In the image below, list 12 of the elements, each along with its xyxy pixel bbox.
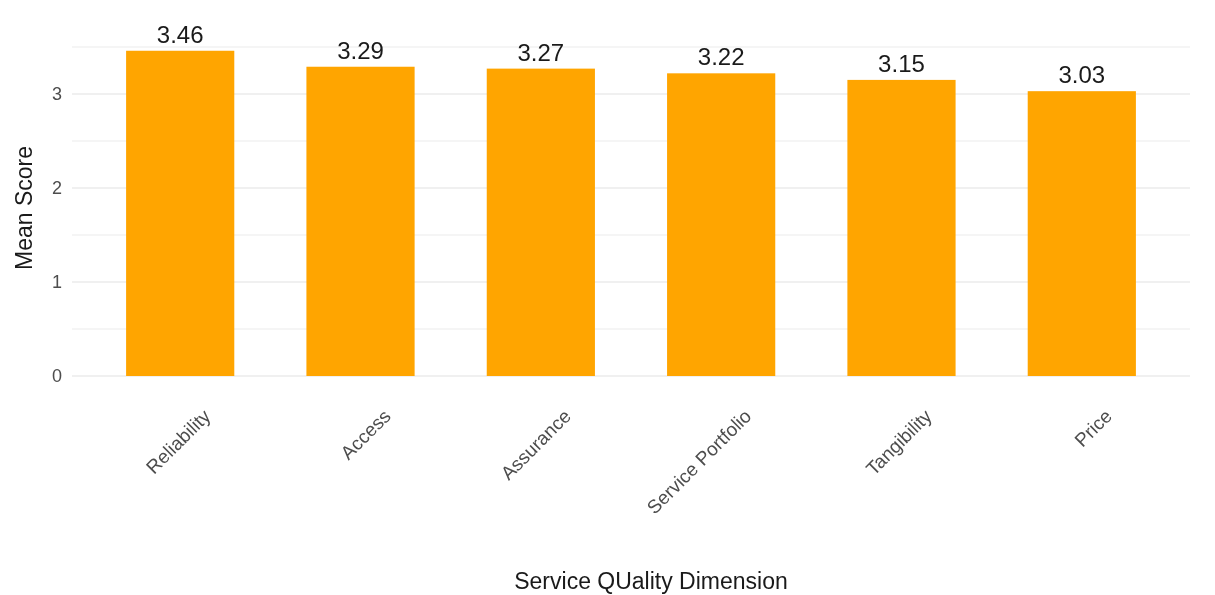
data-label: 3.29 xyxy=(337,36,384,64)
y-tick-label: 1 xyxy=(51,272,62,293)
data-label: 3.27 xyxy=(517,38,565,66)
y-axis-title: Mean Score xyxy=(11,145,37,271)
y-tick-label: 0 xyxy=(51,366,62,387)
data-label: 3.03 xyxy=(1058,61,1106,89)
data-label: 3.15 xyxy=(878,49,925,77)
data-label: 3.46 xyxy=(156,20,204,48)
x-axis-title: Service QUality Dimension xyxy=(514,568,788,594)
data-label: 3.22 xyxy=(697,43,745,71)
y-tick-label: 2 xyxy=(51,178,62,199)
y-tick-label: 3 xyxy=(51,84,62,105)
